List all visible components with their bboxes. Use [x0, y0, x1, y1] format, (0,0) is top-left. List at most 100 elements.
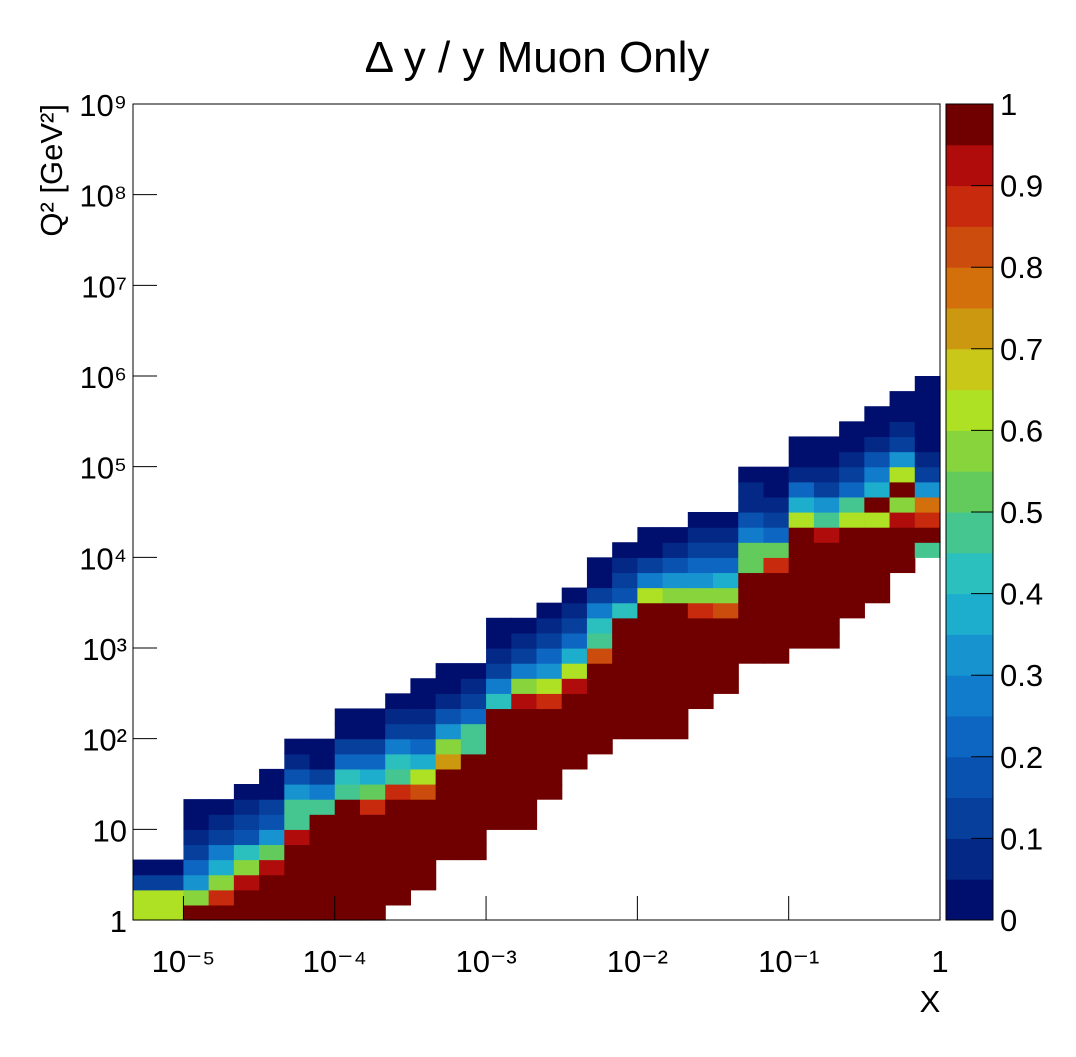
heatmap-cell — [410, 723, 437, 740]
heatmap-cell — [410, 799, 437, 815]
heatmap-cell — [763, 542, 790, 558]
colorbar-level — [946, 756, 993, 799]
heatmap-cell — [788, 557, 815, 574]
heatmap-cell — [359, 904, 386, 921]
heatmap-cell — [183, 904, 210, 921]
heatmap-cell — [385, 753, 412, 770]
heatmap-cell — [385, 844, 412, 861]
x-tick-label: 10⁻³ — [455, 944, 516, 979]
heatmap-cell — [511, 678, 538, 694]
axes: 10⁻⁵ 10⁻⁴ 10⁻³ 10⁻² 10⁻¹ 111010²10³10⁴10⁵10⁶1… — [79, 87, 1043, 979]
colorbar-level — [946, 185, 993, 227]
heatmap-cell — [511, 753, 538, 770]
colorbar-level — [946, 838, 993, 880]
heatmap-cell — [309, 753, 336, 770]
heatmap-cell — [713, 557, 739, 574]
heatmap-cell — [284, 799, 311, 815]
heatmap-cell — [839, 466, 865, 483]
heatmap-cell — [839, 481, 865, 498]
colorbar-level — [946, 593, 993, 635]
colorbar-tick-label: 0.3 — [1000, 658, 1043, 693]
heatmap-cell — [284, 874, 311, 891]
heatmap-cell — [763, 466, 790, 483]
heatmap-cell — [637, 678, 664, 694]
colorbar-tick-label: 1 — [1000, 87, 1017, 122]
heatmap-cell — [788, 451, 815, 468]
heatmap-cell — [662, 602, 689, 619]
heatmap-cell — [359, 738, 386, 755]
heatmap-cell — [864, 421, 891, 438]
colorbar-level — [946, 797, 993, 839]
heatmap-cell — [839, 602, 865, 619]
heatmap-cell — [359, 814, 386, 830]
heatmap-cell — [662, 663, 689, 679]
heatmap-cell — [586, 587, 613, 604]
heatmap-cell — [914, 466, 941, 483]
heatmap-cell — [813, 527, 840, 543]
heatmap-cell — [511, 632, 538, 649]
heatmap-cell — [486, 632, 512, 649]
x-tick-label: 10⁻² — [607, 944, 668, 979]
heatmap-cell — [864, 481, 891, 498]
y-tick-label: 1 — [110, 904, 127, 939]
heatmap-cell — [309, 859, 336, 876]
heatmap-cell — [612, 693, 638, 710]
heatmap-cell — [284, 753, 311, 770]
heatmap-cell — [183, 889, 210, 906]
colorbar-tick-label: 0.4 — [1000, 577, 1043, 612]
heatmap-cell — [788, 466, 815, 483]
heatmap-cell — [309, 784, 336, 800]
heatmap-cell — [637, 648, 664, 664]
heatmap-cell — [662, 648, 689, 664]
heatmap-cell — [813, 602, 840, 619]
heatmap-cell — [158, 874, 185, 891]
colorbar-level — [946, 348, 993, 391]
heatmap-cell — [662, 632, 689, 649]
heatmap-cell — [460, 723, 487, 740]
heatmap-cell — [536, 693, 563, 710]
heatmap-cell — [511, 693, 538, 710]
colorbar-tick-label: 0.1 — [1000, 821, 1043, 856]
heatmap-cell — [763, 496, 790, 513]
x-tick-label: 10⁻⁴ — [303, 944, 367, 979]
colorbar-level — [946, 879, 993, 921]
heatmap-cell — [713, 632, 739, 649]
heatmap-cell — [410, 708, 437, 725]
heatmap-cell — [334, 829, 361, 846]
heatmap-cell — [511, 663, 538, 679]
heatmap-cell — [864, 527, 891, 543]
heatmap-cell — [788, 617, 815, 634]
heatmap-cell — [208, 904, 235, 921]
heatmap-cell — [713, 512, 739, 528]
heatmap-cell — [536, 678, 563, 694]
heatmap-cell — [839, 496, 865, 513]
heatmap-cell — [359, 723, 386, 740]
heatmap-cell — [259, 829, 285, 846]
heatmap-cell — [637, 587, 664, 604]
heatmap-cell — [359, 874, 386, 891]
heatmap-cell — [511, 617, 538, 634]
heatmap-cell — [612, 617, 638, 634]
colorbar-level — [946, 552, 993, 595]
heatmap-cell — [359, 708, 386, 725]
heatmap-cell — [385, 814, 412, 830]
heatmap-cell — [763, 481, 790, 498]
heatmap-cell — [561, 663, 588, 679]
heatmap-cell — [511, 814, 538, 830]
y-tick-label: 10⁵ — [80, 451, 127, 486]
heatmap-cell — [359, 859, 386, 876]
heatmap-cell — [284, 784, 311, 800]
y-tick-label: 10² — [82, 723, 127, 758]
heatmap-cell — [385, 784, 412, 800]
heatmap-cell — [284, 768, 311, 785]
heatmap-cell — [435, 708, 462, 725]
colorbar-level — [946, 675, 993, 717]
heatmap-cell — [738, 587, 765, 604]
heatmap-cell — [359, 829, 386, 846]
heatmap-cell — [309, 889, 336, 906]
heatmap-cell — [460, 784, 487, 800]
heatmap-cell — [561, 723, 588, 740]
heatmap-cell — [233, 784, 260, 800]
heatmap-cell — [637, 602, 664, 619]
